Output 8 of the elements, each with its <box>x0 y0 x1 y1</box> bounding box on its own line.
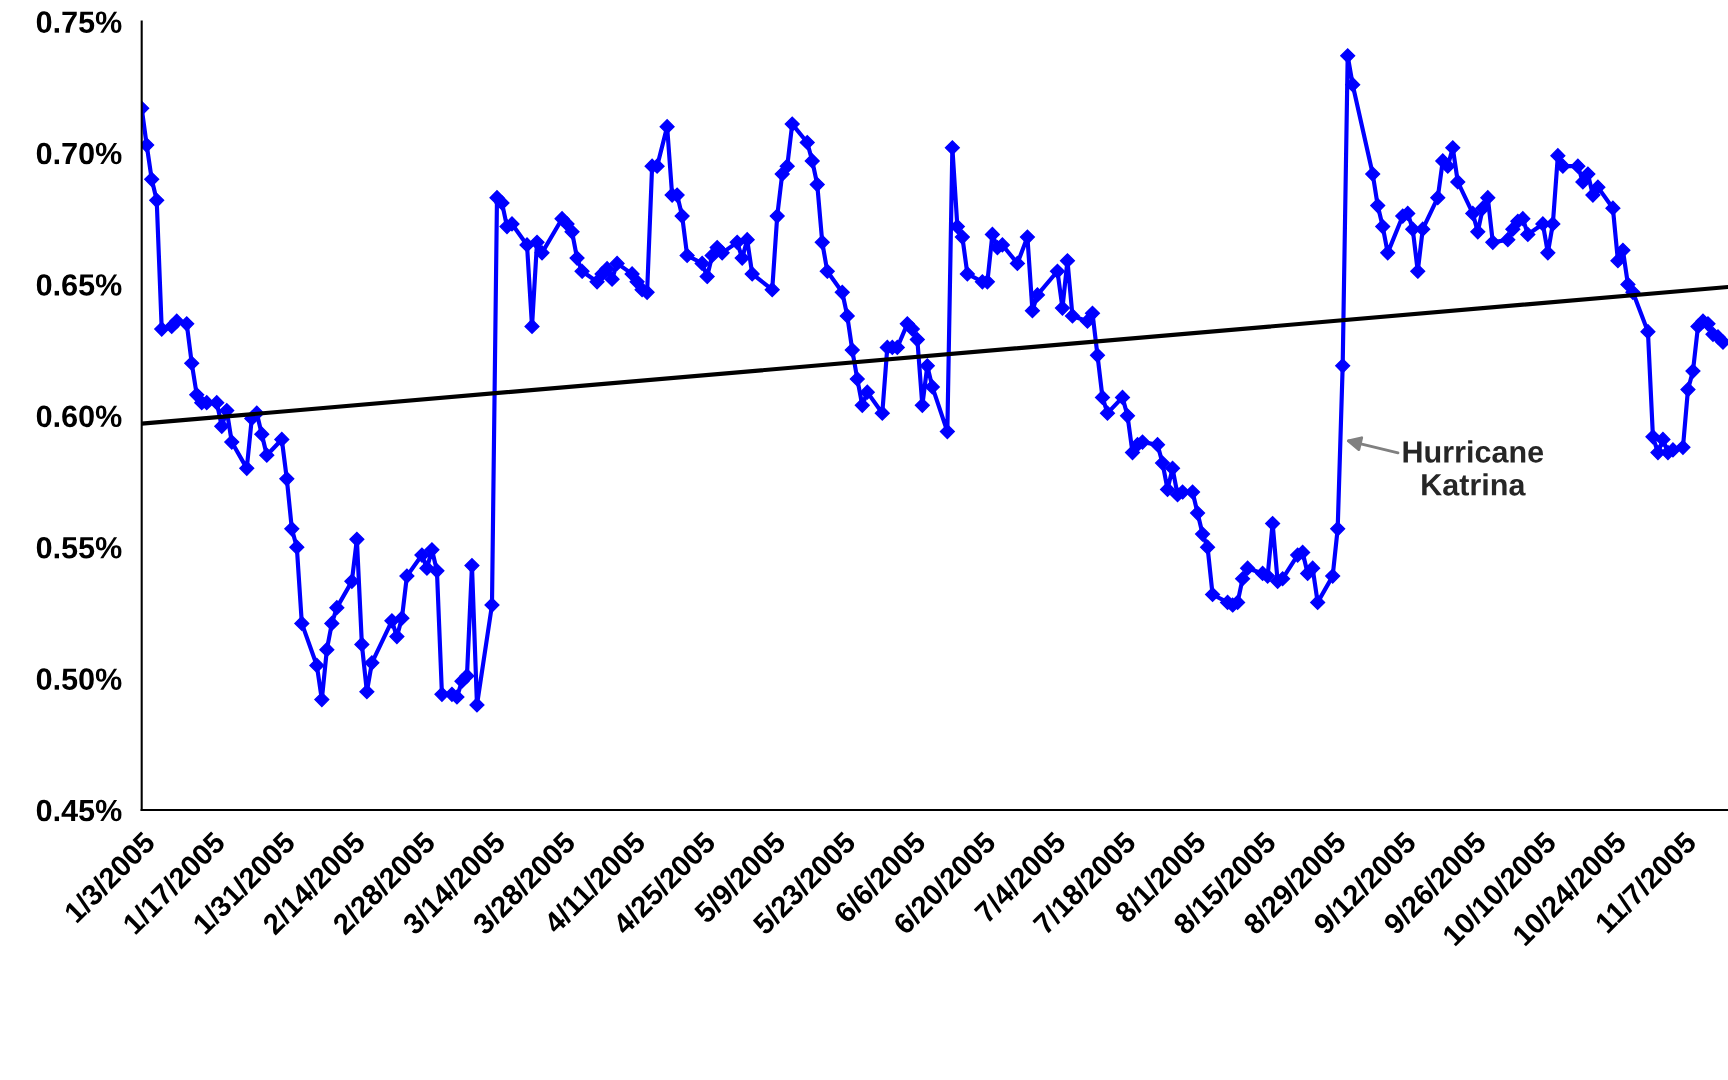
y-tick-label: 0.45% <box>36 799 122 822</box>
y-tick-label: 0.75% <box>36 11 122 33</box>
y-tick-label: 0.70% <box>36 142 122 165</box>
y-tick-label: 0.60% <box>36 405 122 428</box>
annotation: Hurricane Katrina <box>1403 440 1544 496</box>
y-tick-label: 0.55% <box>36 536 122 559</box>
y-tick-label: 0.65% <box>36 274 122 296</box>
y-tick-label: 0.50% <box>36 668 122 690</box>
